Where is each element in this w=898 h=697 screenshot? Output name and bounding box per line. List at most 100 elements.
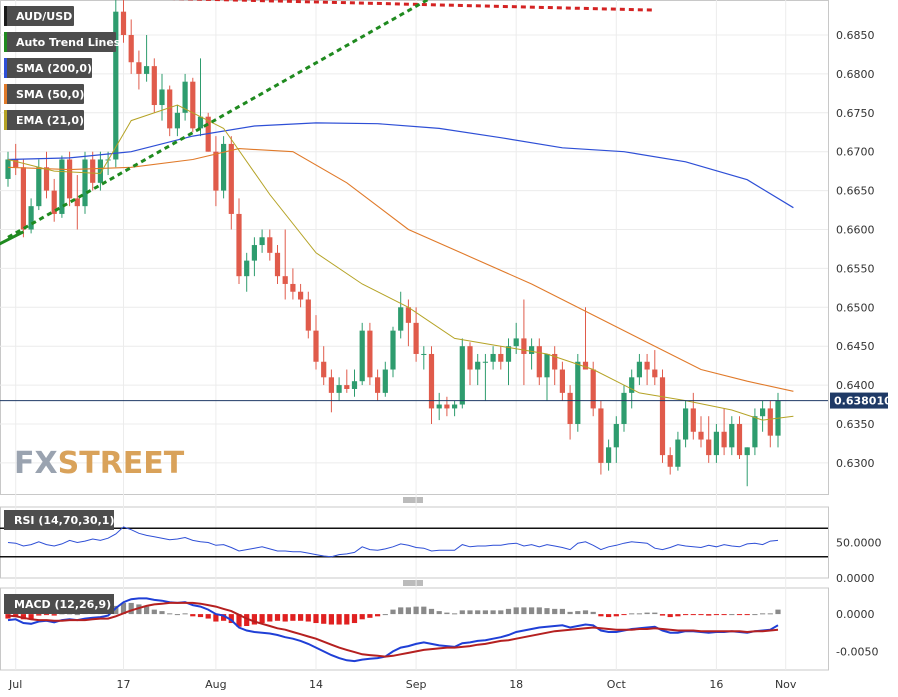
legend-swatch	[4, 58, 7, 78]
macd-histogram-bar	[436, 611, 442, 615]
candle-body	[244, 260, 250, 277]
legend-label: AUD/USD	[16, 10, 72, 23]
candle-body	[536, 346, 542, 378]
candle-body	[467, 346, 473, 370]
price-tick-label: 0.6500	[836, 301, 875, 314]
price-tick-label: 0.6350	[836, 418, 875, 431]
macd-histogram-bar	[120, 602, 127, 615]
macd-histogram-bar	[74, 614, 80, 616]
macd-histogram-bar	[552, 608, 558, 615]
candle-body	[505, 346, 512, 362]
legend-layer: AUD/USD Auto Trend Lines SMA (200,0) SMA (5…	[4, 6, 121, 614]
macd-histogram-bar	[228, 614, 234, 624]
legend-label: EMA (21,0)	[16, 114, 84, 127]
macd-histogram-bar	[613, 614, 619, 617]
candle-body	[690, 408, 696, 432]
candle-body	[706, 439, 712, 456]
candle-body	[413, 322, 419, 354]
candle-body	[90, 159, 96, 183]
candle-body	[736, 423, 743, 456]
legend-swatch	[4, 32, 7, 52]
macd-histogram-bar	[736, 614, 743, 616]
candle-body	[452, 404, 458, 409]
macd-histogram-bar	[182, 613, 188, 615]
candle-body	[313, 330, 319, 362]
legend-box	[4, 84, 84, 104]
legend-swatch	[4, 110, 7, 130]
legend-item[interactable]: AUD/USD	[4, 6, 74, 26]
macd-histogram-bar	[267, 614, 273, 622]
candle-body	[552, 353, 558, 370]
candle-body	[221, 143, 227, 191]
candle-body	[344, 385, 350, 389]
auto-trend-line	[172, 0, 655, 12]
candle-body	[51, 190, 57, 214]
x-axis-label: Sep	[406, 678, 427, 691]
candle-body	[544, 353, 550, 378]
macd-histogram-bar	[328, 614, 334, 625]
candle-body	[128, 35, 134, 63]
macd-histogram-bar	[428, 608, 435, 615]
macd-histogram-bar	[151, 609, 157, 615]
legend-swatch	[4, 6, 7, 26]
legend-box	[4, 110, 84, 130]
legend-item[interactable]: SMA (200,0)	[4, 58, 92, 78]
candle-body	[498, 353, 504, 362]
macd-histogram-bar	[775, 609, 781, 615]
macd-histogram-bar	[459, 610, 465, 615]
macd-tick-label: -0.0050	[836, 645, 878, 658]
rsi-legend[interactable]: RSI (14,70,30,1)	[4, 510, 114, 530]
x-axis-label: 16	[709, 678, 723, 691]
candle-body	[513, 338, 519, 347]
candle-body	[398, 307, 404, 331]
legend-item[interactable]: Auto Trend Lines	[4, 32, 121, 52]
macd-histogram-bar	[382, 614, 388, 616]
candle-body	[13, 159, 19, 168]
macd-histogram-bar	[767, 613, 773, 615]
macd-histogram-bar	[683, 614, 689, 616]
legend-item[interactable]: SMA (50,0)	[4, 84, 84, 104]
candle-body	[421, 353, 427, 355]
candle-body	[36, 167, 42, 207]
macd-histogram-bar	[413, 606, 419, 615]
macd-histogram-bar	[136, 604, 142, 615]
candle-body	[613, 423, 619, 448]
candle-body	[713, 431, 719, 456]
legend-item[interactable]: EMA (21,0)	[4, 110, 84, 130]
candle-body	[590, 369, 596, 409]
x-axis-label: Aug	[205, 678, 226, 691]
macd-histogram-bar	[567, 611, 573, 615]
candle-body	[267, 237, 273, 253]
candle-body	[521, 338, 527, 354]
macd-histogram-bar	[659, 614, 666, 616]
macd-histogram-bar	[667, 614, 673, 618]
candle-body	[652, 369, 658, 378]
candle-body	[213, 151, 219, 191]
candle-body	[598, 408, 604, 463]
macd-histogram-bar	[128, 602, 134, 615]
candle-body	[444, 404, 450, 409]
legend-swatch	[4, 84, 7, 104]
macd-histogram-bar	[398, 607, 404, 615]
fxstreet-watermark: FXSTREET	[14, 446, 185, 481]
macd-histogram-bar	[344, 614, 350, 625]
candle-body	[475, 361, 481, 370]
candle-body	[74, 198, 80, 207]
price-panel: FXSTREET	[0, 0, 828, 487]
candle-body	[490, 353, 496, 362]
candle-body	[5, 159, 11, 179]
macd-histogram-bar	[290, 614, 296, 621]
macd-histogram-bar	[444, 612, 450, 615]
candle-body	[298, 291, 304, 300]
macd-histogram-bar	[690, 614, 696, 616]
macd-histogram-bar	[706, 614, 712, 616]
macd-histogram-bar	[351, 614, 358, 624]
candle-body	[67, 159, 73, 199]
rsi-tick-label: 50.0000	[836, 537, 882, 550]
macd-histogram-bar	[359, 614, 365, 620]
candle-body	[120, 11, 127, 36]
macd-legend[interactable]: MACD (12,26,9)	[4, 594, 114, 614]
legend-label: Auto Trend Lines	[16, 36, 121, 49]
watermark-fx: FX	[14, 446, 58, 481]
macd-histogram-bar	[582, 610, 589, 615]
